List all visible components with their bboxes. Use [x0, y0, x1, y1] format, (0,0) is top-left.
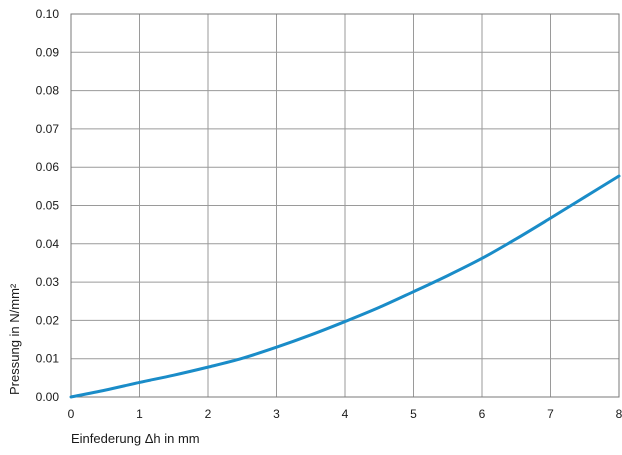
x-tick-label: 7 [547, 407, 554, 421]
y-tick-label: 0.08 [36, 84, 60, 98]
y-tick-label: 0.02 [36, 313, 60, 327]
y-tick-label: 0.01 [36, 352, 60, 366]
y-tick-label: 0.09 [36, 45, 60, 59]
x-axis-label: Einfederung Δh in mm [71, 431, 200, 446]
x-tick-label: 2 [205, 407, 212, 421]
x-tick-label: 3 [273, 407, 280, 421]
plot-frame [70, 13, 620, 398]
x-tick-label: 4 [342, 407, 349, 421]
y-axis-label: Pressung in N/mm² [7, 283, 22, 395]
x-tick-label: 1 [136, 407, 143, 421]
y-tick-label: 0.00 [36, 390, 60, 404]
y-tick-label: 0.04 [36, 237, 60, 251]
y-tick-label: 0.05 [36, 199, 60, 213]
y-axis-ticks: 0.00 0.01 0.02 0.03 0.04 0.05 0.06 0.07 0.08 0.09… [36, 7, 60, 404]
x-tick-label: 5 [410, 407, 417, 421]
x-tick-label: 8 [616, 407, 622, 421]
x-tick-label: 6 [479, 407, 486, 421]
y-tick-label: 0.06 [36, 160, 60, 174]
series-line [69, 174, 621, 399]
x-axis-ticks: 0 1 2 3 4 5 6 7 8 [68, 407, 622, 421]
series-layer [69, 174, 621, 399]
y-tick-label: 0.03 [36, 275, 60, 289]
x-tick-label: 0 [68, 407, 75, 421]
y-tick-label: 0.10 [36, 7, 60, 21]
grid [70, 13, 620, 398]
y-tick-label: 0.07 [36, 122, 60, 136]
